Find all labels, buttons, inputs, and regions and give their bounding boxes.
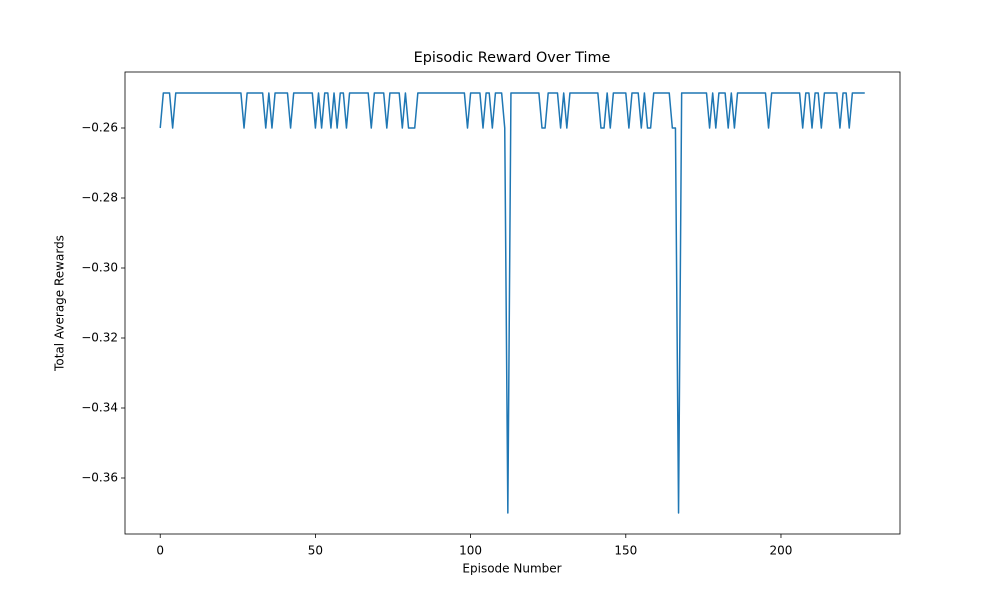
- y-tick-label: −0.26: [81, 121, 118, 135]
- data-line: [159, 92, 865, 514]
- x-axis-label: Episode Number: [462, 562, 561, 576]
- x-tick-label: 50: [308, 544, 323, 558]
- y-tick-label: −0.30: [81, 261, 118, 275]
- x-tick-label: 200: [770, 544, 793, 558]
- x-tick-label: 0: [156, 544, 164, 558]
- y-tick-label: −0.36: [81, 471, 118, 485]
- y-tick-label: −0.34: [81, 401, 118, 415]
- y-axis-label: Total Average Rewards: [53, 235, 67, 372]
- chart-title: Episodic Reward Over Time: [414, 50, 611, 66]
- x-tick-label: 150: [614, 544, 637, 558]
- plot-frame: [124, 71, 901, 535]
- y-tick-label: −0.32: [81, 331, 118, 345]
- y-tick-label: −0.28: [81, 191, 118, 205]
- x-tick-label: 100: [459, 544, 482, 558]
